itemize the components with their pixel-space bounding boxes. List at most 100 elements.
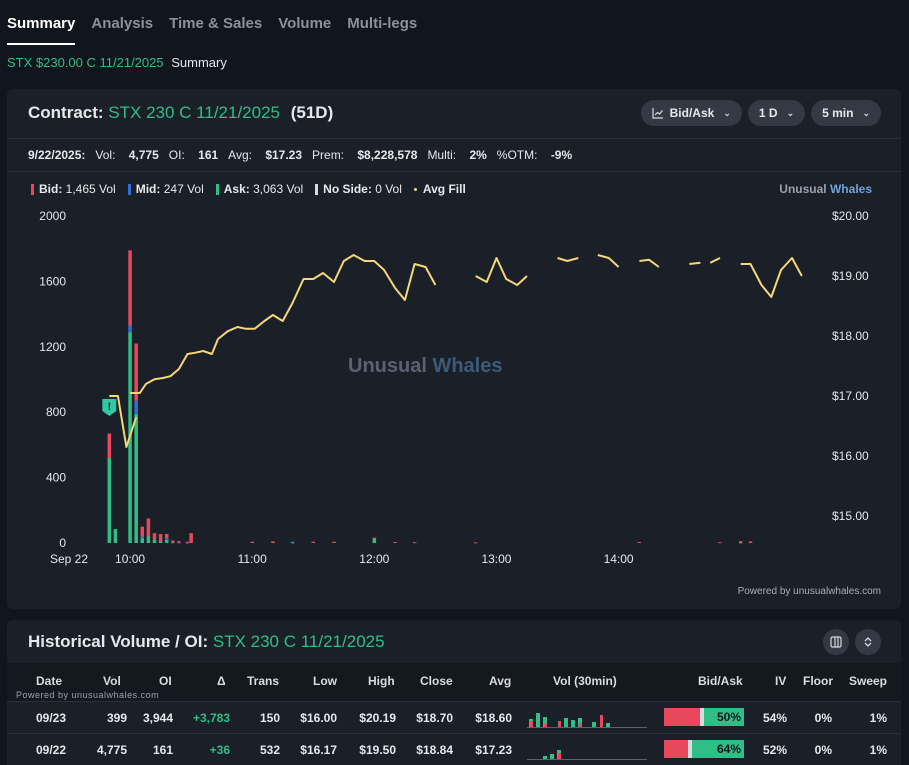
volume-bar-bid	[128, 250, 132, 326]
tab-analysis[interactable]: Analysis	[91, 15, 154, 32]
volume-bar-mid	[140, 536, 145, 539]
contract-title: Contract: STX 230 C 11/21/2025 (51D)	[28, 103, 333, 123]
chart-controls: Bid/Ask ⌄ 1 D ⌄ 5 min ⌄	[635, 100, 881, 126]
legend-mid[interactable]: Mid: 247 Vol	[127, 182, 204, 196]
tab-summary[interactable]: Summary	[7, 0, 76, 45]
volume-bar-mid	[185, 542, 190, 544]
col-trans[interactable]: Trans	[247, 674, 280, 688]
expand-collapse-icon[interactable]	[855, 629, 881, 655]
stat-multi: Multi: 2%	[427, 148, 487, 162]
tab-volume[interactable]: Volume	[278, 15, 332, 32]
volume-bar-bid	[748, 541, 753, 543]
col-low[interactable]: Low	[313, 674, 337, 688]
volume-bar-ask	[140, 538, 145, 543]
legend-avg-fill[interactable]: Avg Fill	[413, 182, 466, 196]
chevron-down-icon: ⌄	[862, 107, 870, 118]
col-bid-ask[interactable]: Bid/Ask	[698, 674, 743, 688]
range-select[interactable]: 1 D ⌄	[747, 100, 806, 126]
volume-bar-ask	[152, 539, 157, 543]
volume-bar-ask	[146, 536, 151, 543]
alert-marker-label: !	[107, 401, 111, 413]
avg-fill-line	[689, 261, 701, 265]
x-axis-tick-label: 12:00	[359, 552, 389, 566]
x-axis-tick-label: Sep 22	[50, 552, 88, 566]
volume-bar-bid	[171, 540, 175, 543]
interval-select[interactable]: 5 min ⌄	[811, 100, 881, 126]
volume-bar-bid	[146, 518, 151, 537]
col-vol[interactable]: Vol	[103, 674, 121, 688]
sparkline-bar	[544, 724, 547, 727]
powered-by[interactable]: Powered by unusualwhales.com	[16, 690, 160, 700]
avg-fill-line	[709, 257, 721, 264]
divider	[7, 138, 901, 139]
volume-bar-mid	[164, 538, 169, 540]
sparkline-bar	[558, 753, 561, 759]
y2-axis-tick-label: $19.00	[832, 269, 869, 283]
volume-bar-ask	[158, 541, 163, 543]
volume-bar-ask	[290, 542, 295, 544]
stat-otm: %OTM: -9%	[496, 148, 573, 162]
chevron-down-icon: ⌄	[723, 107, 731, 118]
columns-icon[interactable]	[823, 629, 849, 655]
sparkline-bar	[543, 756, 547, 759]
volume-bar-bid	[271, 541, 275, 543]
bid-ask-bar: 50%	[664, 708, 744, 726]
volume-bar-bid	[107, 433, 112, 458]
volume-bar-bid	[164, 534, 169, 539]
y-axis-tick-label: 0	[59, 536, 66, 550]
col-iv[interactable]: IV	[775, 674, 787, 688]
contract-name: STX 230 C 11/21/2025	[108, 103, 280, 122]
col-sweep[interactable]: Sweep	[849, 674, 888, 688]
col-date[interactable]: Date	[36, 674, 63, 688]
volume-bar-bid	[393, 542, 397, 544]
col-oi[interactable]: OI	[159, 674, 172, 688]
chevron-down-icon: ⌄	[786, 107, 795, 118]
legend-no-side[interactable]: No Side: 0 Vol	[315, 182, 402, 196]
powered-by[interactable]: Powered by unusualwhales.com	[737, 586, 881, 597]
breadcrumb-contract[interactable]: STX $230.00 C 11/21/2025	[7, 55, 164, 70]
stat-oi: OI: 161	[168, 148, 219, 162]
vol-30min-sparkline	[527, 750, 647, 760]
x-axis-tick-label: 10:00	[115, 552, 145, 566]
table-row[interactable]: 09/23 399 3,944 +3,783 150 $16.00 $20.19…	[7, 701, 901, 733]
chart-mode-label: Bid/Ask	[669, 106, 715, 120]
stat-date: 9/22/2025:	[28, 148, 86, 162]
col-high[interactable]: High	[368, 674, 395, 688]
chart-legend: Bid: 1,465 Vol Mid: 247 Vol Ask: 3,063 V…	[31, 182, 478, 196]
table-row[interactable]: 09/22 4,775 161 +36 532 $16.17 $19.50 $1…	[7, 733, 901, 765]
legend-bid[interactable]: Bid: 1,465 Vol	[31, 182, 116, 196]
alert-marker-icon	[102, 399, 117, 416]
sparkline-bar	[530, 721, 533, 727]
sparkline-bar	[578, 718, 582, 727]
avg-fill-line	[109, 395, 138, 448]
stat-vol: Vol: 4,775	[95, 148, 159, 162]
range-label: 1 D	[758, 106, 778, 120]
volume-bar-bid	[637, 542, 642, 544]
breadcrumb: STX $230.00 C 11/21/2025 Summary	[7, 55, 227, 70]
tab-time-sales[interactable]: Time & Sales	[169, 15, 263, 32]
col-avg[interactable]: Avg	[489, 674, 512, 688]
history-title: Historical Volume / OI: STX 230 C 11/21/…	[28, 632, 385, 651]
history-contract: STX 230 C 11/21/2025	[212, 632, 385, 651]
col-close[interactable]: Close	[420, 674, 453, 688]
x-axis-tick-label: 14:00	[604, 552, 634, 566]
volume-bar-mid	[290, 541, 295, 543]
x-axis-tick-label: 13:00	[481, 552, 511, 566]
col-floor[interactable]: Floor	[803, 674, 833, 688]
sparkline-bar	[592, 722, 596, 727]
legend-ask[interactable]: Ask: 3,063 Vol	[215, 182, 303, 196]
y-axis-tick-label: 2000	[39, 209, 66, 223]
volume-bar-bid	[718, 542, 722, 544]
volume-bar-bid	[738, 541, 743, 543]
avg-fill-line	[639, 258, 660, 268]
chart-mode-select[interactable]: Bid/Ask ⌄	[640, 100, 742, 126]
sparkline-bar	[606, 723, 610, 727]
avg-fill-line	[475, 257, 528, 286]
col-vol-30min[interactable]: Vol (30min)	[553, 674, 617, 688]
divider	[7, 171, 901, 172]
volume-price-chart[interactable]: Unusual Whales 2000 1600 1200 800 400 0 $20.00 $…	[7, 89, 901, 609]
col-delta[interactable]: Δ	[217, 674, 226, 688]
tab-multi-legs[interactable]: Multi-legs	[347, 15, 418, 32]
volume-bar-mid	[177, 542, 181, 544]
volume-bar-bid	[311, 541, 316, 543]
